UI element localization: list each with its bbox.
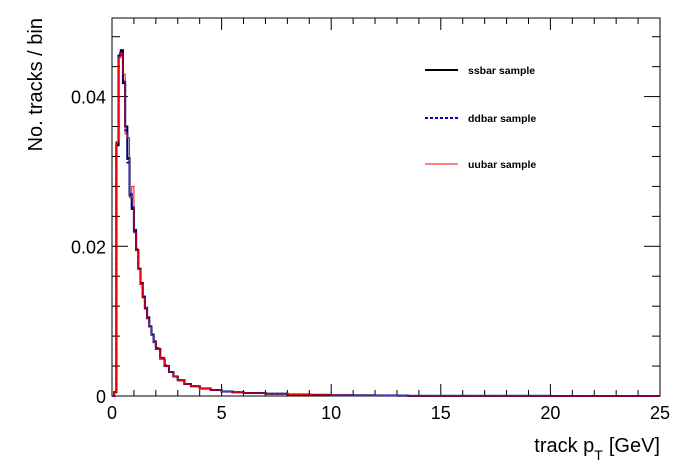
y-axis-title: No. tracks / bin <box>25 18 47 151</box>
x-axis-title-sub: T <box>594 447 603 463</box>
series-line-3 <box>112 52 660 397</box>
plot-frame <box>111 17 661 397</box>
y-tick-label: 0 <box>96 387 106 407</box>
legend-label-2: ddbar sample <box>468 113 536 125</box>
x-tick-label: 0 <box>107 403 117 423</box>
x-axis-title-main: track p <box>534 435 594 457</box>
x-tick-label: 25 <box>650 403 670 423</box>
y-tick-label: 0.02 <box>71 237 106 257</box>
x-tick-label: 5 <box>217 403 227 423</box>
x-axis-title: track pT [GeV] <box>534 435 660 463</box>
series-layer <box>112 49 660 397</box>
axis-ticks <box>111 18 661 397</box>
series-line-2 <box>112 50 660 397</box>
legend: ssbar sample ddbar sample uubar sample <box>425 65 536 171</box>
x-tick-label: 15 <box>431 403 451 423</box>
series-line-1 <box>112 49 660 397</box>
x-tick-label: 20 <box>540 403 560 423</box>
x-axis-title-unit: [GeV] <box>609 435 660 457</box>
legend-label-3: uubar sample <box>468 159 536 171</box>
x-tick-label: 10 <box>321 403 341 423</box>
legend-label-1: ssbar sample <box>468 65 535 77</box>
y-tick-label: 0.04 <box>71 88 106 108</box>
tick-labels: 0 5 10 15 20 25 0 0.02 0.04 <box>71 88 670 423</box>
